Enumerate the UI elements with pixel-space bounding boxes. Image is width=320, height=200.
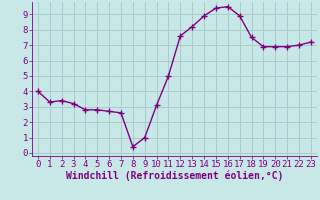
X-axis label: Windchill (Refroidissement éolien,°C): Windchill (Refroidissement éolien,°C) <box>66 171 283 181</box>
